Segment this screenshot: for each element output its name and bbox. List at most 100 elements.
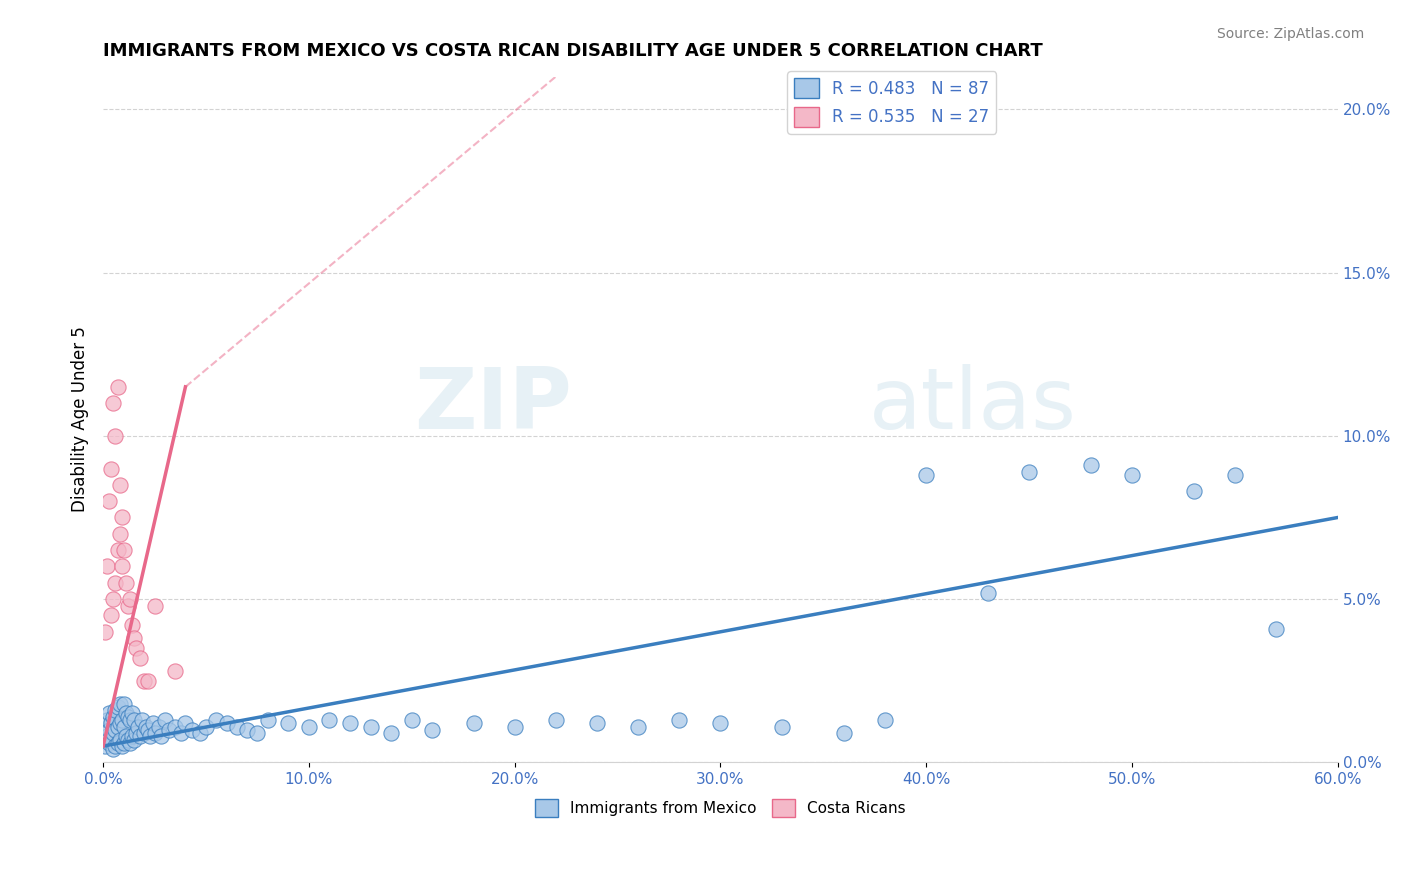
Point bbox=[586, 716, 609, 731]
Point bbox=[138, 723, 160, 737]
Point bbox=[108, 732, 131, 747]
Point bbox=[96, 559, 118, 574]
Point bbox=[96, 713, 118, 727]
Point bbox=[125, 726, 148, 740]
Point bbox=[174, 716, 197, 731]
Point bbox=[98, 723, 121, 737]
Point bbox=[770, 719, 793, 733]
Point bbox=[131, 713, 153, 727]
Point bbox=[114, 729, 136, 743]
Point bbox=[112, 736, 135, 750]
Point bbox=[422, 723, 444, 737]
Text: Source: ZipAtlas.com: Source: ZipAtlas.com bbox=[1216, 27, 1364, 41]
Point bbox=[165, 719, 187, 733]
Point bbox=[114, 706, 136, 721]
Point bbox=[215, 716, 238, 731]
Point bbox=[915, 468, 938, 483]
Point bbox=[1223, 468, 1246, 483]
Point bbox=[122, 732, 145, 747]
Point bbox=[141, 716, 163, 731]
Point bbox=[121, 618, 143, 632]
Point bbox=[129, 651, 152, 665]
Point bbox=[170, 726, 193, 740]
Point bbox=[107, 719, 129, 733]
Point bbox=[104, 429, 127, 443]
Point bbox=[1182, 484, 1205, 499]
Legend: Immigrants from Mexico, Costa Ricans: Immigrants from Mexico, Costa Ricans bbox=[529, 792, 912, 823]
Point bbox=[1121, 468, 1143, 483]
Point bbox=[107, 700, 129, 714]
Point bbox=[107, 380, 129, 394]
Point bbox=[107, 543, 129, 558]
Point bbox=[463, 716, 485, 731]
Point bbox=[1265, 622, 1288, 636]
Text: IMMIGRANTS FROM MEXICO VS COSTA RICAN DISABILITY AGE UNDER 5 CORRELATION CHART: IMMIGRANTS FROM MEXICO VS COSTA RICAN DI… bbox=[103, 42, 1043, 60]
Point bbox=[256, 713, 278, 727]
Point bbox=[1018, 465, 1040, 479]
Point bbox=[195, 719, 218, 733]
Point bbox=[1080, 458, 1102, 473]
Point bbox=[98, 494, 121, 508]
Point bbox=[153, 713, 176, 727]
Text: ZIP: ZIP bbox=[415, 364, 572, 447]
Point bbox=[118, 736, 141, 750]
Point bbox=[111, 559, 134, 574]
Point bbox=[668, 713, 690, 727]
Point bbox=[107, 736, 129, 750]
Point bbox=[138, 673, 160, 688]
Point bbox=[112, 719, 135, 733]
Point bbox=[544, 713, 567, 727]
Point bbox=[114, 575, 136, 590]
Point bbox=[236, 723, 259, 737]
Point bbox=[503, 719, 526, 733]
Point bbox=[121, 729, 143, 743]
Point bbox=[111, 510, 134, 524]
Point bbox=[104, 575, 127, 590]
Point bbox=[135, 719, 157, 733]
Point bbox=[96, 729, 118, 743]
Point bbox=[103, 592, 125, 607]
Point bbox=[100, 732, 122, 747]
Point bbox=[977, 585, 1000, 599]
Point bbox=[117, 732, 139, 747]
Point bbox=[873, 713, 896, 727]
Point bbox=[117, 709, 139, 723]
Point bbox=[129, 729, 152, 743]
Point bbox=[318, 713, 340, 727]
Point bbox=[98, 736, 121, 750]
Point bbox=[118, 592, 141, 607]
Point bbox=[103, 709, 125, 723]
Point bbox=[104, 723, 127, 737]
Point bbox=[298, 719, 321, 733]
Point bbox=[94, 739, 117, 753]
Point bbox=[100, 716, 122, 731]
Point bbox=[112, 543, 135, 558]
Point bbox=[103, 726, 125, 740]
Point bbox=[157, 723, 180, 737]
Point bbox=[122, 632, 145, 646]
Point bbox=[108, 478, 131, 492]
Point bbox=[148, 719, 170, 733]
Point bbox=[125, 641, 148, 656]
Point bbox=[108, 716, 131, 731]
Point bbox=[108, 697, 131, 711]
Point bbox=[103, 742, 125, 756]
Point bbox=[143, 599, 166, 613]
Point bbox=[100, 461, 122, 475]
Point bbox=[134, 673, 156, 688]
Point bbox=[112, 697, 135, 711]
Point bbox=[134, 726, 156, 740]
Point bbox=[339, 716, 361, 731]
Point bbox=[143, 726, 166, 740]
Point bbox=[225, 719, 247, 733]
Point bbox=[709, 716, 731, 731]
Point bbox=[121, 706, 143, 721]
Point bbox=[111, 713, 134, 727]
Point bbox=[94, 624, 117, 639]
Point bbox=[627, 719, 650, 733]
Point bbox=[188, 726, 211, 740]
Point bbox=[149, 729, 172, 743]
Point bbox=[401, 713, 423, 727]
Point bbox=[118, 713, 141, 727]
Point bbox=[277, 716, 299, 731]
